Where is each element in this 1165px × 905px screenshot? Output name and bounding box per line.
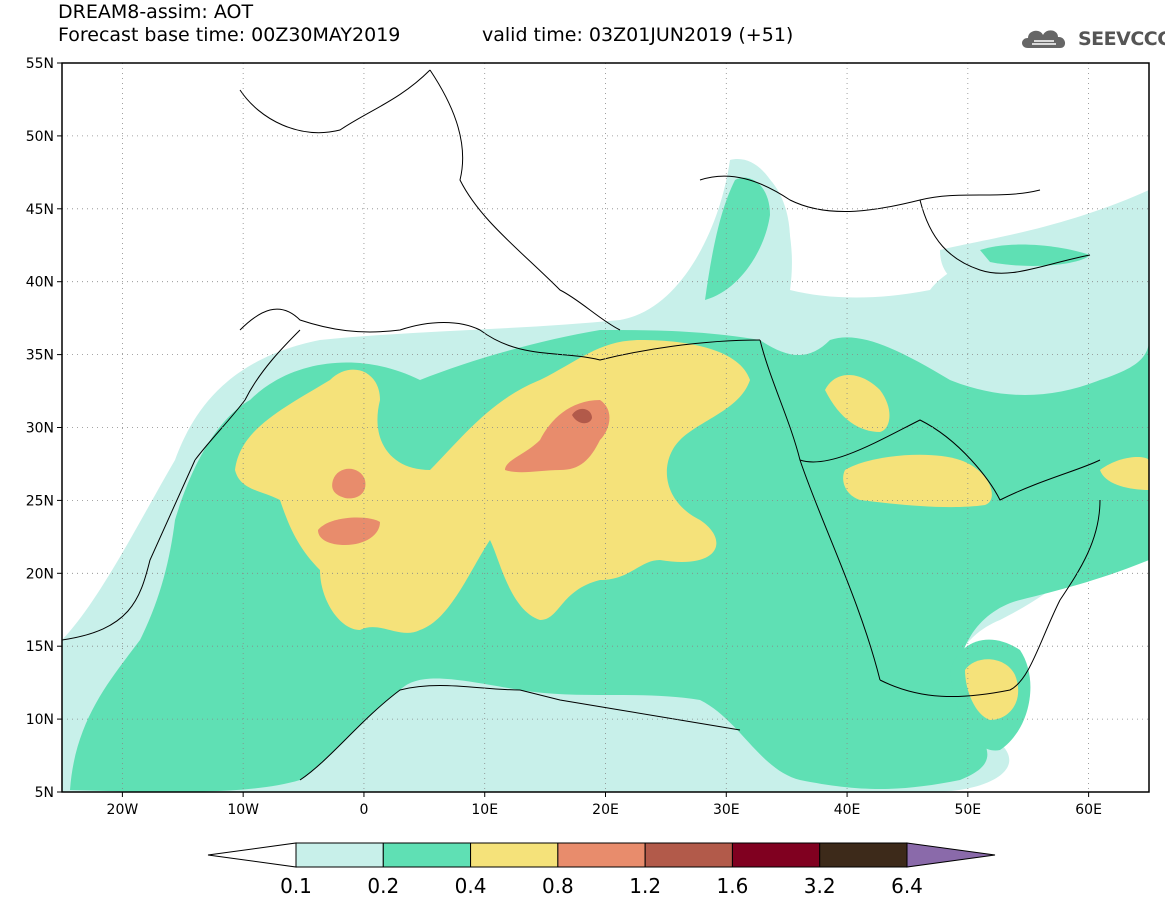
aot-band-0.8-algeria	[332, 468, 366, 499]
lon-tick-label: 40E	[834, 802, 861, 818]
colorbar-swatch	[382, 842, 472, 868]
aot-band-0.4-iraq	[825, 375, 890, 432]
colorbar-swatch	[557, 842, 646, 868]
lon-tick-label: 10E	[471, 802, 498, 818]
aot-band-0.2-caspian	[980, 244, 1090, 266]
lon-tick-label: 20W	[107, 802, 139, 818]
colorbar-over-triangle	[906, 842, 996, 868]
aot-band-0.4-arabia	[843, 454, 992, 508]
colorbar-label: 0.8	[542, 874, 574, 898]
lat-tick-label: 40N	[26, 275, 54, 291]
coastlines	[62, 69, 1101, 781]
colorbar: 0.1 0.2 0.4 0.8 1.2 1.6 3.2 6.4	[207, 842, 996, 898]
valid-time: valid time: 03Z01JUN2019 (+51)	[482, 24, 794, 46]
lat-tick-label: 15N	[26, 639, 54, 655]
aot-band-0.4-somalia	[965, 659, 1019, 720]
lon-tick-label: 0	[359, 802, 368, 818]
lat-tick-label: 35N	[26, 348, 54, 364]
seevccc-logo: SEEVCCC	[1018, 24, 1165, 54]
map-grid	[62, 63, 1149, 792]
lat-tick-label: 55N	[26, 56, 54, 72]
lon-tick-label: 20E	[592, 802, 619, 818]
colorbar-label: 3.2	[804, 874, 836, 898]
colorbar-swatch	[470, 842, 559, 868]
forecast-base-time: Forecast base time: 00Z30MAY2019	[58, 24, 401, 46]
lat-tick-label: 45N	[26, 202, 54, 218]
lat-tick-label: 5N	[35, 785, 54, 801]
aot-band-0.4-gulf	[1100, 457, 1149, 490]
lon-tick-label: 50E	[954, 802, 981, 818]
lat-tick-label: 50N	[26, 129, 54, 145]
cloud-icon	[1022, 30, 1066, 48]
colorbar-label: 0.4	[455, 874, 487, 898]
colorbar-swatch	[819, 842, 908, 868]
colorbar-label: 1.6	[717, 874, 749, 898]
lat-tick-label: 20N	[26, 566, 54, 582]
lat-tick-label: 25N	[26, 493, 54, 509]
lat-tick-label: 30N	[26, 421, 54, 437]
colorbar-swatch	[731, 842, 821, 868]
colorbar-swatch	[644, 842, 733, 868]
aot-band-1.2	[572, 408, 592, 424]
colorbar-label: 1.2	[629, 874, 661, 898]
lon-tick-label: 10W	[227, 802, 259, 818]
longitude-labels: 20W 10W 0 10E 20E 30E 40E 50E 60E	[107, 792, 1102, 818]
colorbar-swatch	[295, 842, 384, 868]
lat-tick-label: 10N	[26, 712, 54, 728]
aot-band-0.2-turkey	[705, 177, 770, 300]
logo-text: SEEVCCC	[1078, 28, 1165, 50]
lon-tick-label: 30E	[713, 802, 740, 818]
latitude-labels: 55N 50N 45N 40N 35N 30N 25N 20N 15N 10N 5N	[26, 56, 62, 801]
map-title: DREAM8-assim: AOT	[58, 1, 254, 23]
colorbar-label: 0.1	[280, 874, 312, 898]
aot-band-0.8-mali	[318, 517, 380, 545]
colorbar-under-triangle	[207, 842, 297, 868]
colorbar-label: 0.2	[367, 874, 399, 898]
lon-tick-label: 60E	[1075, 802, 1102, 818]
colorbar-label: 6.4	[891, 874, 923, 898]
